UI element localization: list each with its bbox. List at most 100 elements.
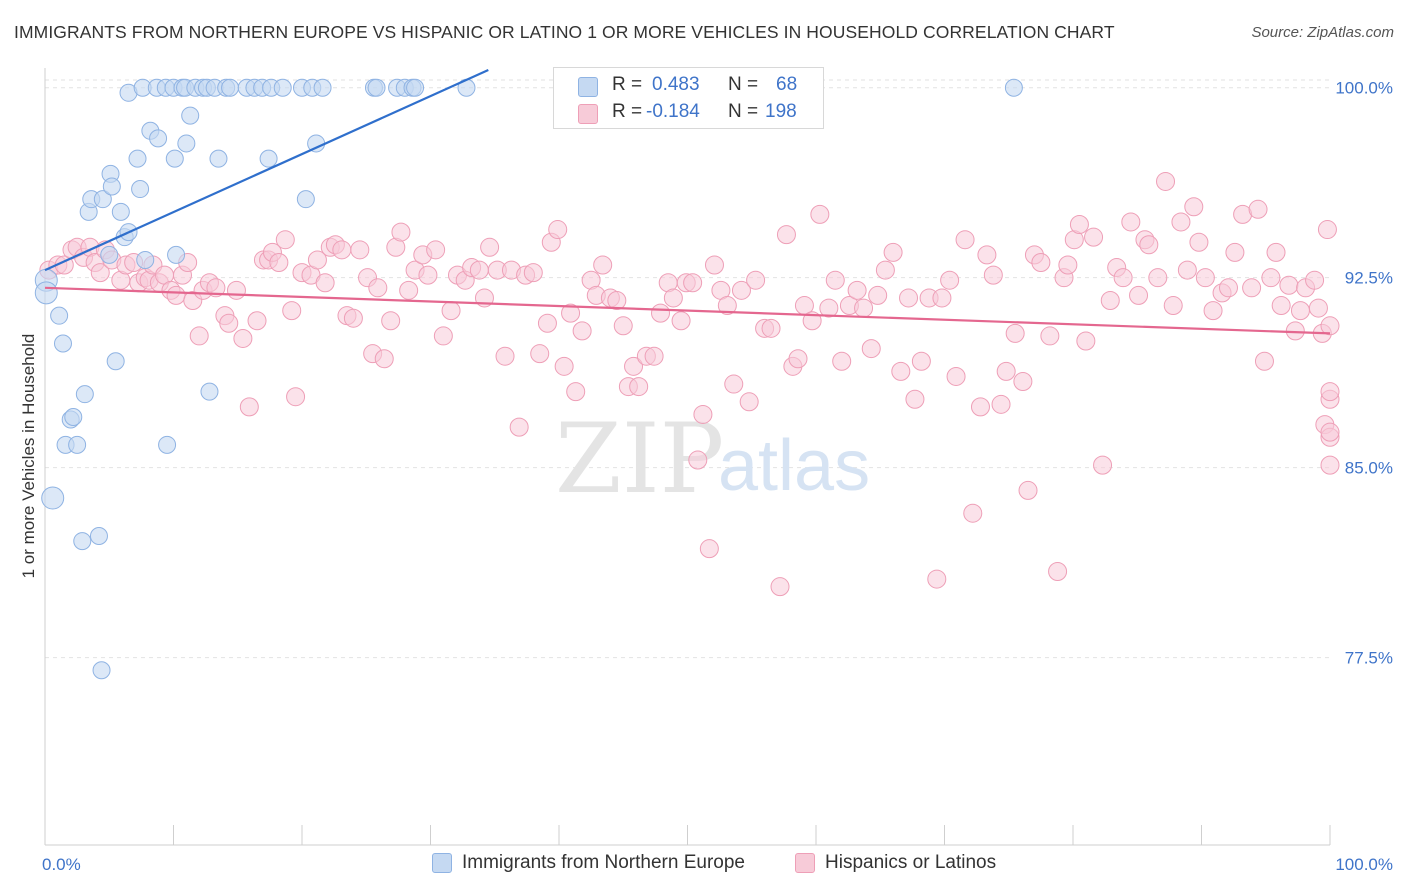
pink-point: [739, 392, 759, 412]
pink-point: [226, 280, 246, 300]
blue-point: [53, 334, 72, 353]
pink-point: [875, 260, 895, 280]
pink-point: [940, 270, 960, 290]
blue-point: [50, 306, 69, 325]
pink-point: [1084, 227, 1104, 247]
blue-point: [41, 486, 65, 510]
pink-point: [1156, 171, 1176, 191]
pink-point: [1308, 298, 1328, 318]
pink-point: [977, 245, 997, 265]
pink-point: [819, 298, 839, 318]
blue-point: [296, 190, 315, 209]
pink-point: [946, 366, 966, 386]
watermark-atlas: atlas: [718, 426, 870, 506]
blue-point: [313, 78, 332, 97]
pink-point: [1076, 331, 1096, 351]
pink-point: [1113, 268, 1133, 288]
legend-item-northern-europe: Immigrants from Northern Europe: [432, 852, 745, 874]
pink-point: [1018, 480, 1038, 500]
pink-point: [770, 577, 790, 597]
pink-point: [374, 349, 394, 369]
pink-point: [1320, 382, 1340, 402]
pink-point: [671, 311, 691, 331]
pink-point: [554, 356, 574, 376]
blue-point: [73, 532, 92, 551]
pink-point: [955, 230, 975, 250]
source-label: Source: ZipAtlas.com: [1251, 24, 1394, 41]
pink-point: [307, 250, 327, 270]
pink-point: [315, 273, 335, 293]
pink-point: [761, 318, 781, 338]
pink-point: [704, 255, 724, 275]
blue-swatch: [578, 77, 598, 97]
pink-point: [247, 311, 267, 331]
blue-point: [93, 190, 112, 209]
blue-point: [68, 435, 87, 454]
stats-legend: R = 0.483 N = 68 R = -0.184 N = 198: [553, 67, 824, 129]
blue-point: [181, 106, 200, 125]
pink-point: [1242, 278, 1262, 298]
pink-point: [1069, 214, 1089, 234]
blue-point: [102, 177, 121, 196]
pink-point: [523, 263, 543, 283]
grid-lines: [45, 79, 1330, 659]
blue-point: [128, 149, 147, 168]
pink-point: [1320, 422, 1340, 442]
legend-item-hispanics: Hispanics or Latinos: [795, 852, 996, 874]
y-tick-label: 92.5%: [1345, 269, 1393, 288]
pink-point: [332, 240, 352, 260]
n-label: N =: [728, 101, 759, 122]
pink-point: [1177, 260, 1197, 280]
pink-point: [847, 280, 867, 300]
pink-point: [1305, 270, 1325, 290]
pink-point: [1121, 212, 1141, 232]
pink-point: [810, 204, 830, 224]
blue-point: [136, 250, 155, 269]
n-label: N =: [728, 74, 759, 95]
pink-point: [1248, 199, 1268, 219]
pink-point: [509, 417, 529, 437]
legend-swatch-pink: [795, 853, 815, 873]
pink-point: [1013, 372, 1033, 392]
pink-point: [480, 237, 500, 257]
pink-point: [1271, 296, 1291, 316]
pink-point: [651, 303, 671, 323]
y-tick-label: 85.0%: [1345, 459, 1393, 478]
axes: [44, 68, 1331, 846]
x-tick-label: 0.0%: [42, 855, 81, 874]
pink-point: [269, 252, 289, 272]
blue-point: [34, 281, 58, 305]
pink-point: [932, 288, 952, 308]
pink-point: [724, 374, 744, 394]
pink-point: [350, 240, 370, 260]
pink-point: [996, 361, 1016, 381]
r-label: R =: [612, 74, 643, 95]
r-value: -0.184: [646, 101, 700, 122]
blue-point: [64, 407, 83, 426]
n-value: 198: [765, 101, 797, 122]
pink-point: [537, 313, 557, 333]
pink-point: [644, 346, 664, 366]
blue-point: [200, 382, 219, 401]
pink-point: [368, 278, 388, 298]
pink-point: [441, 301, 461, 321]
pink-point: [391, 222, 411, 242]
pink-point: [861, 339, 881, 359]
pink-point: [825, 270, 845, 290]
pink-point: [683, 273, 703, 293]
pink-point: [1005, 323, 1025, 343]
blue-point: [406, 78, 425, 97]
pink-point: [731, 280, 751, 300]
pink-point: [426, 240, 446, 260]
pink-point: [239, 397, 259, 417]
y-axis-label: 1 or more Vehicles in Household: [19, 334, 38, 579]
pink-point: [593, 255, 613, 275]
pink-point: [495, 346, 515, 366]
pink-point: [1279, 275, 1299, 295]
blue-point: [177, 134, 196, 153]
blue-point: [131, 180, 150, 199]
pink-point: [1320, 455, 1340, 475]
pink-point: [275, 230, 295, 250]
pink-point: [1203, 301, 1223, 321]
legend-label: Immigrants from Northern Europe: [462, 852, 745, 873]
